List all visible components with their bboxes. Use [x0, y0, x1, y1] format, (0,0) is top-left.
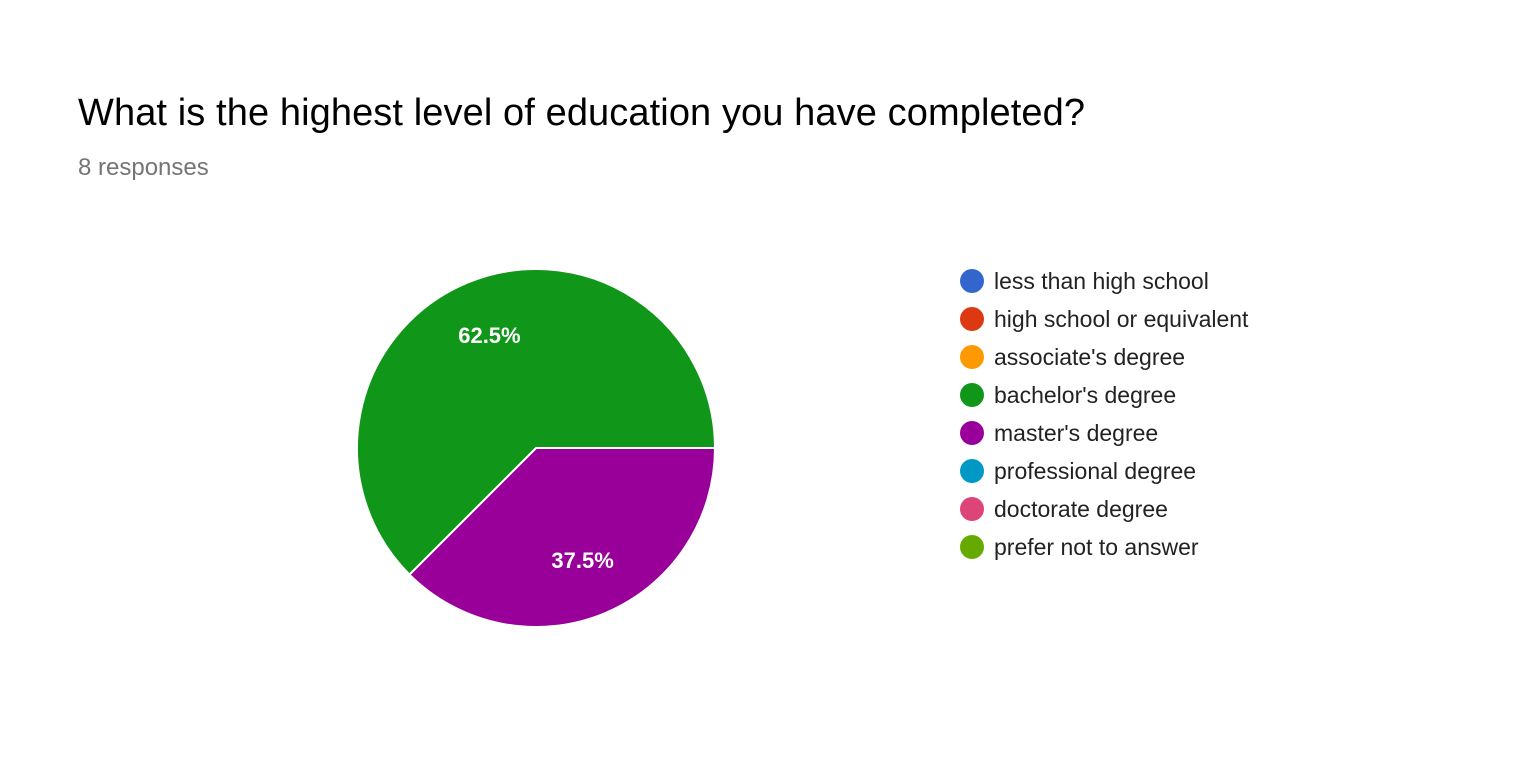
- legend-label: high school or equivalent: [994, 305, 1249, 332]
- legend-swatch-icon: [960, 383, 984, 407]
- legend-swatch-icon: [960, 535, 984, 559]
- pie-label-master-s-degree: 37.5%: [551, 548, 613, 573]
- chart-legend: less than high school high school or equi…: [960, 262, 1248, 566]
- pie-slice-labels: 37.5% 62.5%: [458, 323, 614, 573]
- legend-swatch-icon: [960, 459, 984, 483]
- legend-item-prefer-not-to-answer[interactable]: prefer not to answer: [960, 528, 1248, 566]
- legend-label: doctorate degree: [994, 495, 1168, 522]
- legend-label: bachelor's degree: [994, 381, 1177, 408]
- legend-swatch-icon: [960, 269, 984, 293]
- legend-swatch-icon: [960, 421, 984, 445]
- legend-item-associate-s-degree[interactable]: associate's degree: [960, 338, 1248, 376]
- legend-label: master's degree: [994, 419, 1159, 446]
- legend-label: less than high school: [994, 267, 1209, 294]
- legend-label: professional degree: [994, 457, 1197, 484]
- question-title: What is the highest level of education y…: [78, 92, 1086, 134]
- legend-swatch-icon: [960, 307, 984, 331]
- legend-item-less-than-high-school[interactable]: less than high school: [960, 262, 1248, 300]
- pie-slice-bachelor-s-degree[interactable]: [356, 268, 717, 576]
- legend-item-master-s-degree[interactable]: master's degree: [960, 414, 1248, 452]
- response-count: 8 responses: [78, 154, 209, 181]
- pie-slice-master-s-degree[interactable]: [408, 447, 717, 628]
- legend-label: associate's degree: [994, 343, 1186, 370]
- legend-swatch-icon: [960, 497, 984, 521]
- legend-label: prefer not to answer: [994, 533, 1199, 560]
- pie-slices: [356, 268, 717, 628]
- legend-item-doctorate-degree[interactable]: doctorate degree: [960, 490, 1248, 528]
- legend-item-professional-degree[interactable]: professional degree: [960, 452, 1248, 490]
- pie-label-bachelor-s-degree: 62.5%: [458, 323, 520, 348]
- legend-swatch-icon: [960, 345, 984, 369]
- legend-item-high-school-or-equivalent[interactable]: high school or equivalent: [960, 300, 1248, 338]
- legend-item-bachelor-s-degree[interactable]: bachelor's degree: [960, 376, 1248, 414]
